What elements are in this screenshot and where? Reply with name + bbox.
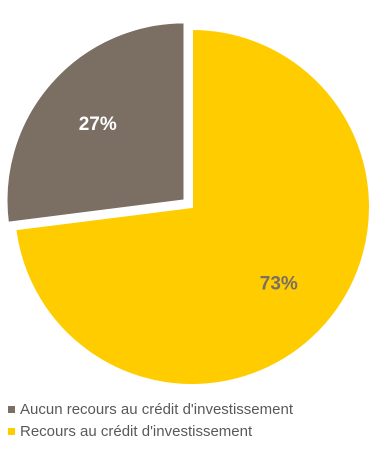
data-label-recours: 73% [260,274,298,295]
data-label-aucun-recours: 27% [79,114,117,135]
legend-swatch [8,405,15,413]
legend-item-aucun-recours: Aucun recours au crédit d'investissement [8,398,293,420]
legend-item-recours: Recours au crédit d'investissement [8,420,293,442]
pie-chart: 27% 73% [5,21,371,386]
pie-slice-aucun-recours [5,21,186,224]
legend-swatch [8,427,15,435]
pie-slice-recours [14,27,371,386]
legend-label: Recours au crédit d'investissement [20,422,253,440]
legend-label: Aucun recours au crédit d'investissement [20,400,293,418]
legend: Aucun recours au crédit d'investissement… [8,398,293,442]
